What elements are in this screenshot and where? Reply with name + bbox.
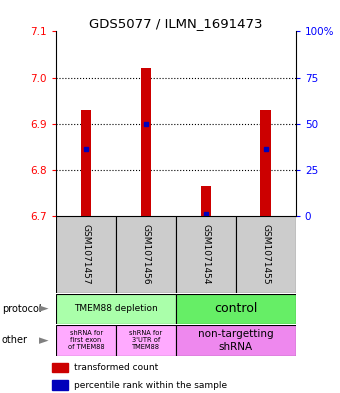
Text: shRNA for
first exon
of TMEM88: shRNA for first exon of TMEM88 <box>68 331 104 350</box>
Text: transformed count: transformed count <box>74 363 158 372</box>
Bar <box>260 110 271 216</box>
Bar <box>81 110 91 216</box>
Bar <box>201 186 211 216</box>
Bar <box>141 68 151 216</box>
Text: percentile rank within the sample: percentile rank within the sample <box>74 381 227 390</box>
Text: shRNA for
3'UTR of
TMEM88: shRNA for 3'UTR of TMEM88 <box>130 331 163 350</box>
Text: ►: ► <box>39 334 49 347</box>
Text: TMEM88 depletion: TMEM88 depletion <box>74 305 158 313</box>
Bar <box>52 380 68 390</box>
Text: GSM1071457: GSM1071457 <box>82 224 90 285</box>
Title: GDS5077 / ILMN_1691473: GDS5077 / ILMN_1691473 <box>89 17 263 30</box>
Bar <box>116 216 176 293</box>
Bar <box>176 294 296 324</box>
Bar <box>56 294 176 324</box>
Text: other: other <box>2 335 28 345</box>
Bar <box>236 216 296 293</box>
Text: ►: ► <box>39 302 49 316</box>
Bar <box>116 325 176 356</box>
Text: GSM1071454: GSM1071454 <box>201 224 210 285</box>
Bar <box>56 216 116 293</box>
Text: GSM1071455: GSM1071455 <box>261 224 270 285</box>
Bar <box>56 325 116 356</box>
Bar <box>176 325 296 356</box>
Text: GSM1071456: GSM1071456 <box>141 224 151 285</box>
Bar <box>52 363 68 373</box>
Text: protocol: protocol <box>2 304 41 314</box>
Text: non-targetting
shRNA: non-targetting shRNA <box>198 329 274 351</box>
Bar <box>176 216 236 293</box>
Text: control: control <box>214 302 258 316</box>
